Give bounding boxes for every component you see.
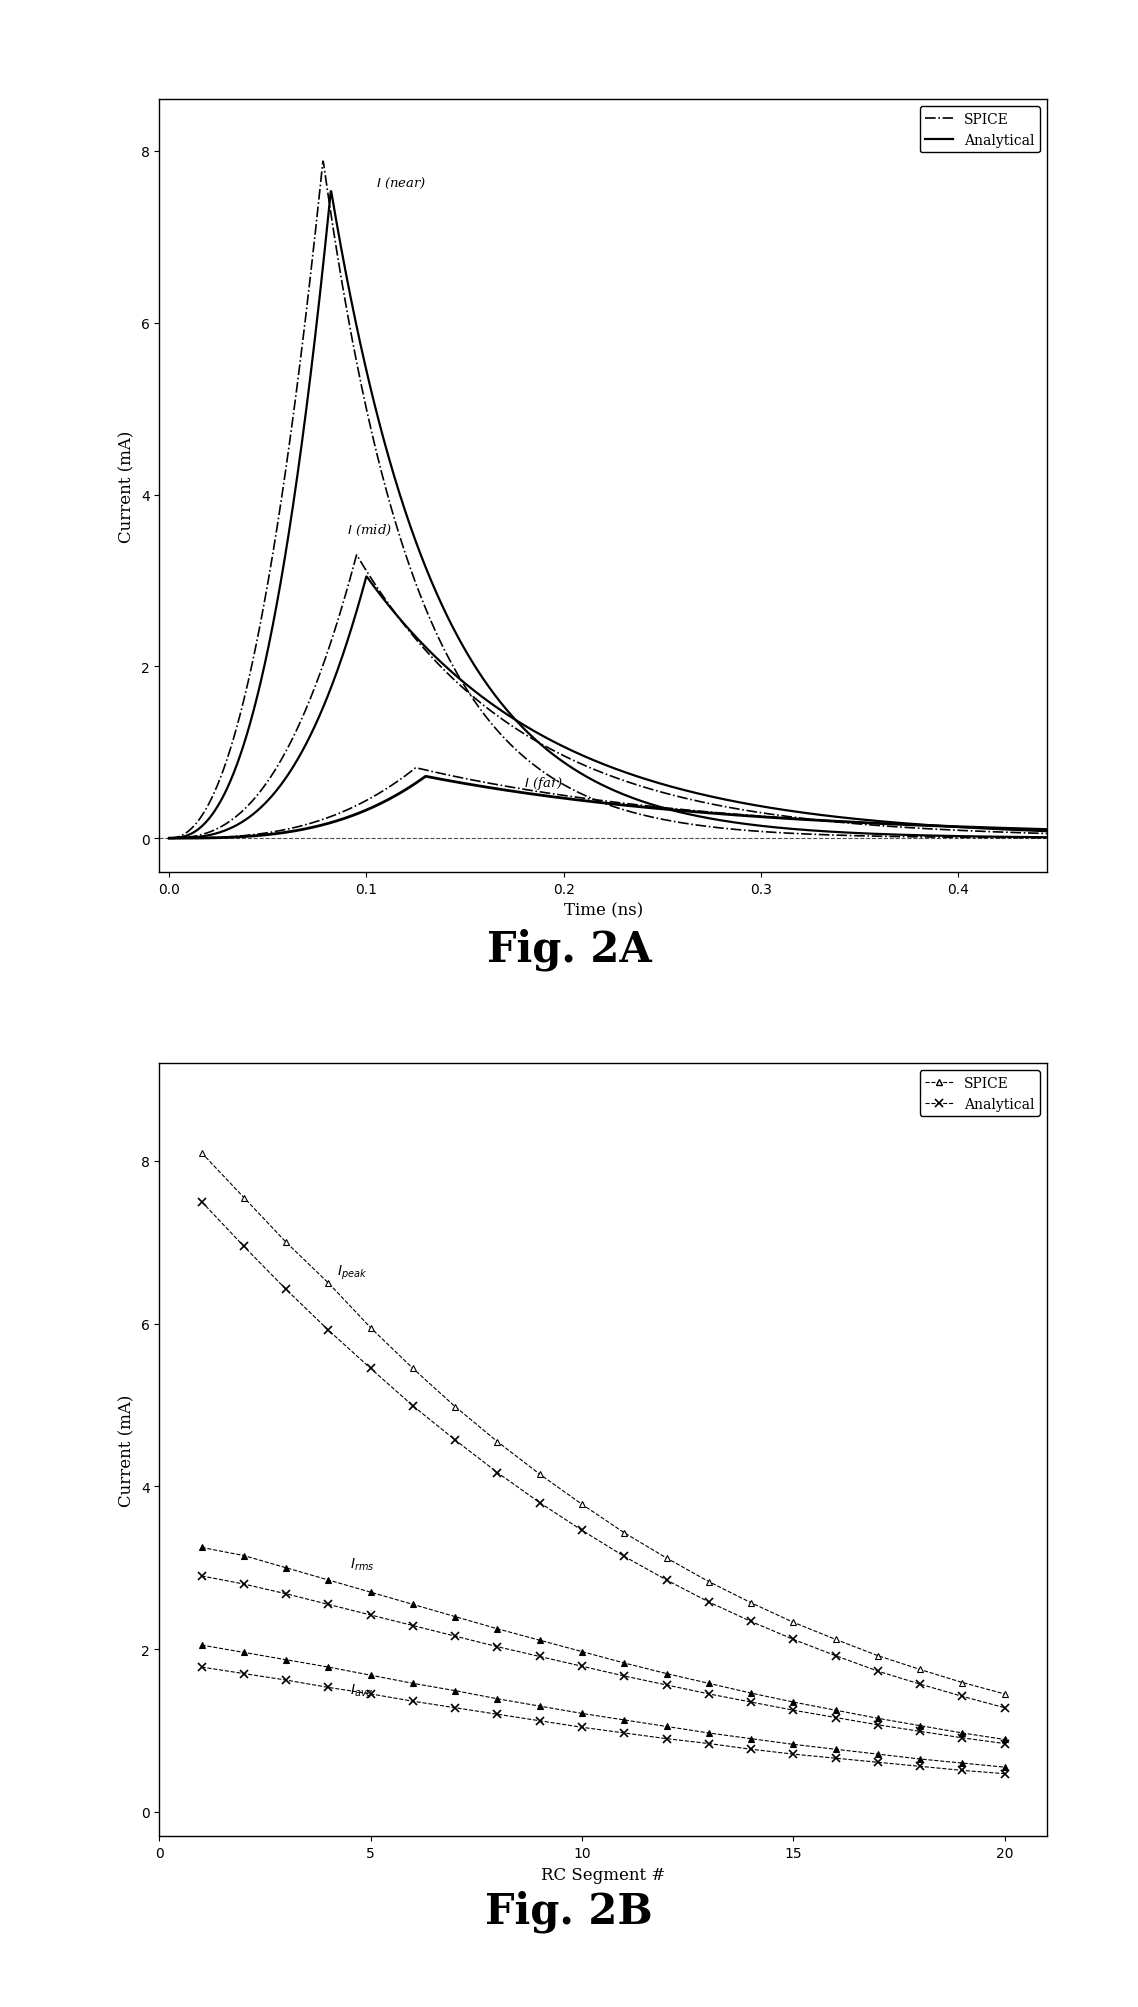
Text: $I$ (mid): $I$ (mid): [347, 524, 391, 538]
Legend: SPICE, Analytical: SPICE, Analytical: [920, 1070, 1040, 1116]
Y-axis label: Current (mA): Current (mA): [118, 432, 135, 542]
Y-axis label: Current (mA): Current (mA): [118, 1395, 135, 1505]
X-axis label: RC Segment #: RC Segment #: [541, 1867, 666, 1883]
Legend: SPICE, Analytical: SPICE, Analytical: [920, 106, 1040, 153]
Text: $I$ (far): $I$ (far): [525, 775, 563, 791]
Text: $I_{avg}$: $I_{avg}$: [349, 1682, 373, 1700]
Text: Fig. 2B: Fig. 2B: [485, 1889, 653, 1933]
Text: $I_{peak}$: $I_{peak}$: [337, 1262, 366, 1282]
X-axis label: Time (ns): Time (ns): [563, 903, 643, 919]
Text: $I$ (near): $I$ (near): [377, 175, 427, 191]
Text: $I_{rms}$: $I_{rms}$: [349, 1555, 374, 1571]
Text: Fig. 2A: Fig. 2A: [487, 927, 651, 971]
